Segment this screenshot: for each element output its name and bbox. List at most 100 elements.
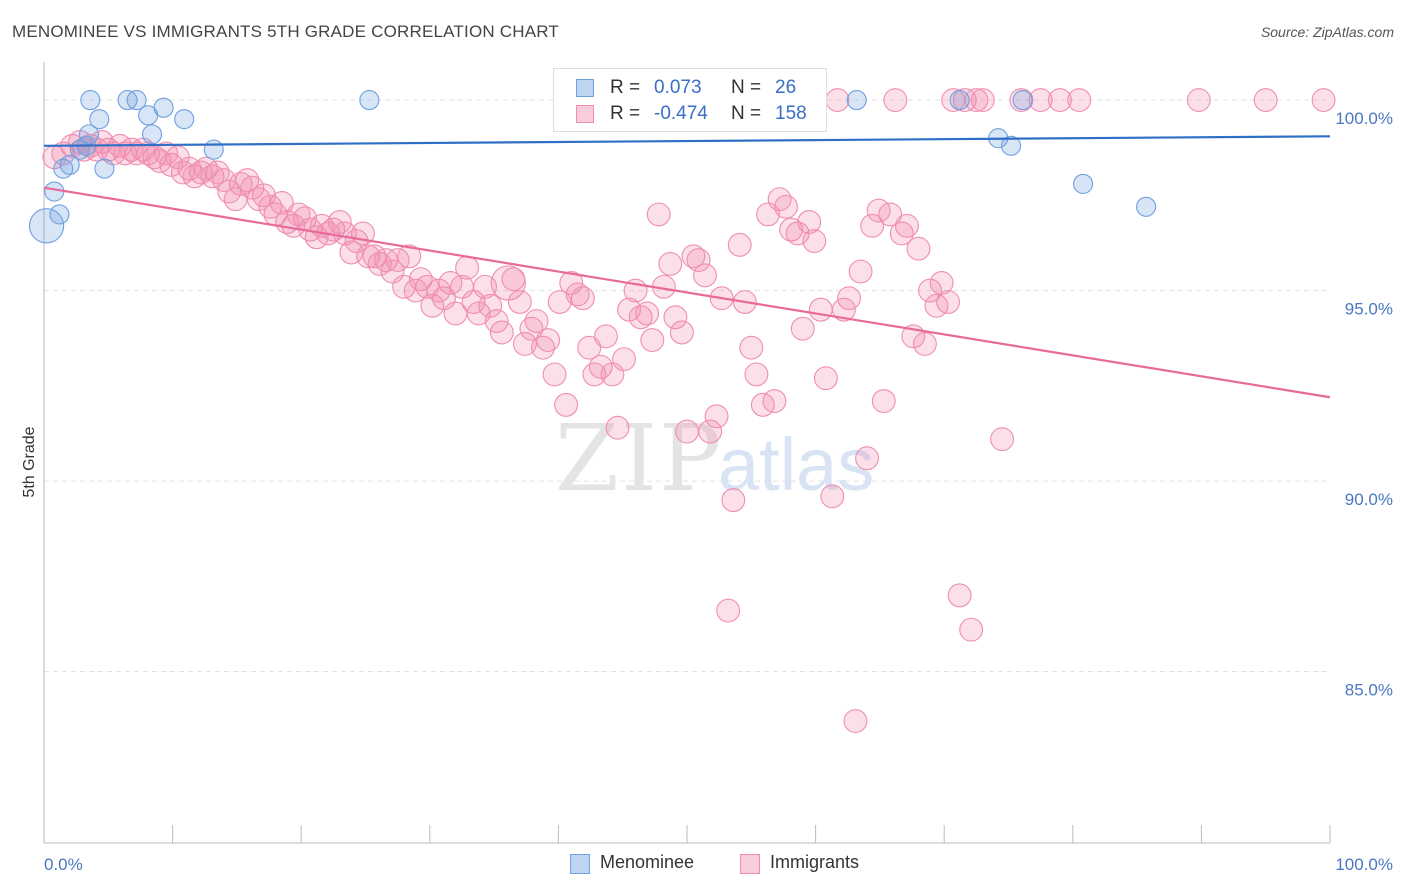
data-point xyxy=(455,255,480,280)
data-point xyxy=(478,293,503,318)
data-point xyxy=(594,324,618,349)
data-point xyxy=(635,301,660,326)
trend-line-menominee xyxy=(43,135,1331,147)
data-point xyxy=(820,484,845,509)
data-point xyxy=(767,187,792,212)
data-point xyxy=(513,331,537,356)
data-point xyxy=(577,335,602,360)
data-point xyxy=(1047,88,1072,113)
data-point xyxy=(721,488,746,513)
data-point xyxy=(59,154,80,175)
data-point xyxy=(628,305,653,330)
data-point xyxy=(929,271,954,295)
data-point xyxy=(251,183,276,208)
data-point xyxy=(1073,173,1094,194)
data-point xyxy=(669,320,694,345)
legend-label-menominee: Menominee xyxy=(600,852,695,872)
data-point xyxy=(698,419,723,444)
data-point xyxy=(797,210,822,234)
data-point xyxy=(582,362,607,387)
x-tick-label: 0.0% xyxy=(44,855,83,874)
data-point xyxy=(970,88,995,113)
data-point xyxy=(49,204,70,225)
stats-swatch-menominee xyxy=(576,79,594,97)
y-tick-label: 100.0% xyxy=(1335,109,1393,128)
data-point xyxy=(605,415,630,440)
n-label: N = xyxy=(731,103,762,124)
data-point xyxy=(332,221,357,246)
data-point xyxy=(825,88,850,113)
data-point xyxy=(762,389,787,414)
watermark: ZIP atlas xyxy=(555,405,874,512)
data-point xyxy=(646,202,671,227)
data-point xyxy=(359,90,380,111)
data-point xyxy=(883,88,908,113)
data-point xyxy=(727,232,752,257)
data-point xyxy=(205,160,230,185)
data-point xyxy=(78,124,100,145)
data-point xyxy=(790,316,815,341)
data-point xyxy=(217,179,242,204)
n-value: 158 xyxy=(775,103,807,124)
data-point xyxy=(80,90,101,111)
data-point xyxy=(774,194,798,219)
data-point xyxy=(860,213,885,238)
data-point xyxy=(855,446,879,471)
watermark-atlas: atlas xyxy=(718,423,874,506)
data-point xyxy=(554,392,579,417)
data-point xyxy=(848,259,873,284)
n-label: N = xyxy=(731,77,762,98)
data-point xyxy=(1136,196,1157,217)
data-point xyxy=(507,290,532,314)
data-point xyxy=(894,213,919,238)
data-point xyxy=(1186,88,1211,113)
data-point xyxy=(990,427,1015,452)
series-menominee xyxy=(28,90,1157,244)
data-point xyxy=(397,244,422,269)
data-point xyxy=(1253,88,1278,113)
data-point xyxy=(612,347,636,372)
data-point xyxy=(489,320,514,345)
data-point xyxy=(912,331,937,356)
data-point xyxy=(871,389,896,414)
legend-swatch-menominee xyxy=(570,854,590,874)
data-point xyxy=(964,88,989,113)
data-point xyxy=(846,90,867,111)
data-point xyxy=(89,109,110,130)
r-label: R = xyxy=(610,77,641,98)
n-value: 26 xyxy=(775,77,797,98)
trend-lines xyxy=(43,135,1331,399)
data-point xyxy=(174,109,195,130)
data-point xyxy=(327,210,352,234)
data-point xyxy=(28,208,65,244)
data-point xyxy=(949,90,970,111)
y-tick-label: 85.0% xyxy=(1345,681,1393,700)
data-point xyxy=(524,309,549,334)
data-point xyxy=(744,362,769,387)
data-point xyxy=(203,139,224,160)
axes xyxy=(43,62,1331,844)
r-value: -0.474 xyxy=(654,103,708,124)
data-point xyxy=(536,328,561,353)
y-tick-label: 95.0% xyxy=(1345,300,1393,319)
data-point xyxy=(136,141,161,166)
data-point xyxy=(640,328,665,353)
data-point xyxy=(408,267,433,292)
trend-line-immigrants xyxy=(43,186,1331,399)
data-point xyxy=(240,175,265,200)
stats-box: R = 0.073 N = 26 R = -0.474 N = 158 xyxy=(553,68,827,132)
data-point xyxy=(1001,135,1022,156)
legend-label-immigrants: Immigrants xyxy=(770,852,860,872)
data-point xyxy=(367,251,392,276)
data-point xyxy=(484,309,509,334)
chart-title: MENOMINEE VS IMMIGRANTS 5TH GRADE CORREL… xyxy=(12,22,560,41)
source-label: Source: ZipAtlas.com xyxy=(1260,24,1394,40)
data-point xyxy=(686,248,711,273)
data-point xyxy=(570,286,595,311)
data-point xyxy=(959,617,984,642)
y-axis-title: 5th Grade xyxy=(21,426,38,497)
y-tick-label: 90.0% xyxy=(1345,490,1393,509)
data-point xyxy=(837,286,861,311)
data-point xyxy=(1067,88,1092,113)
